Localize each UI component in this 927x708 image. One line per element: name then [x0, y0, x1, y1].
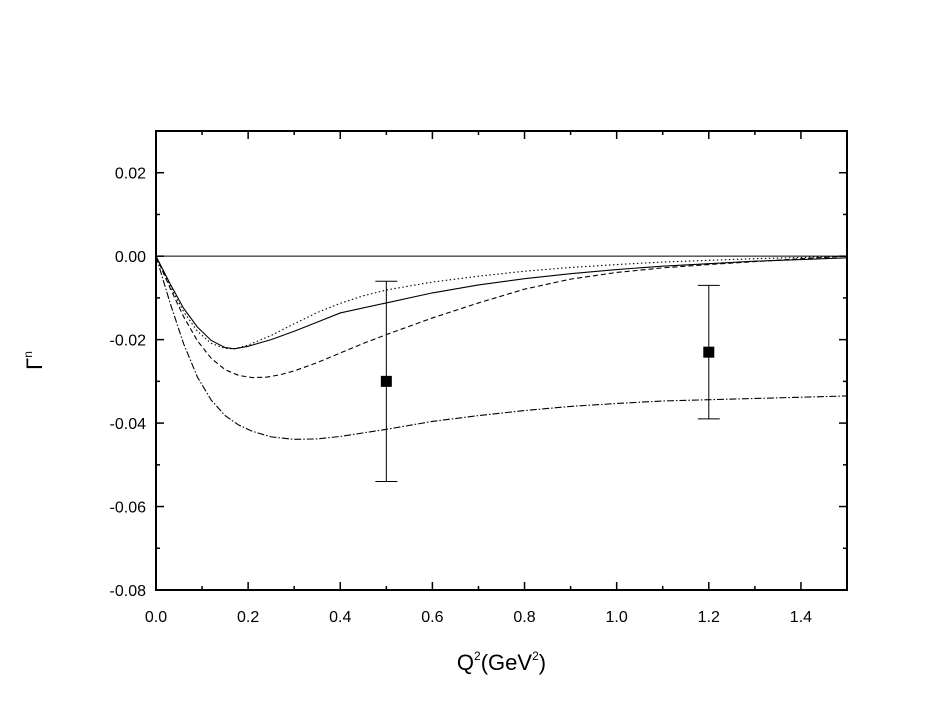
data-point-marker	[703, 346, 715, 358]
series-line-dotted	[155, 255, 848, 350]
x-tick-label: 0.4	[329, 609, 351, 626]
x-axis-label-end: )	[539, 650, 546, 675]
x-tick-label: 0.8	[513, 609, 535, 626]
y-tick-label: -0.02	[110, 333, 147, 350]
y-tick-label: 0.00	[115, 249, 146, 266]
series-line-dash-dot	[155, 256, 848, 440]
x-tick-label: 1.4	[790, 609, 812, 626]
plot-area	[155, 255, 848, 483]
plot-frame	[155, 130, 848, 591]
y-tick-label: -0.08	[110, 583, 147, 600]
y-axis-label-base: Γ	[22, 358, 47, 370]
x-tick-label: 1.2	[698, 609, 720, 626]
x-tick-label: 0.0	[145, 609, 167, 626]
series-line-solid	[155, 255, 848, 350]
x-axis-label-sup2: 2	[532, 649, 539, 663]
x-axis-label-sup1: 2	[474, 649, 481, 663]
y-axis-label-sup: n	[21, 351, 35, 358]
y-tick-label: -0.04	[110, 416, 147, 433]
x-axis-label-mid: (GeV	[481, 650, 533, 675]
x-axis-label-base: Q	[457, 650, 474, 675]
y-axis-label: Γn	[21, 351, 47, 370]
data-point-marker	[380, 375, 392, 387]
y-tick-label: -0.06	[110, 500, 147, 517]
x-axis-label: Q2(GeV2)	[457, 649, 546, 675]
y-tick-label: 0.02	[115, 166, 146, 183]
x-tick-label: 0.2	[237, 609, 259, 626]
x-tick-label: 1.0	[606, 609, 628, 626]
axis-ticks: 0.0 0.2 0.4 0.6 0.8 1.0 1.2 1.4 0.02 0.00 -0.02 -0.…	[110, 130, 848, 626]
series-line-dashed	[155, 255, 848, 379]
x-tick-label: 0.6	[421, 609, 443, 626]
